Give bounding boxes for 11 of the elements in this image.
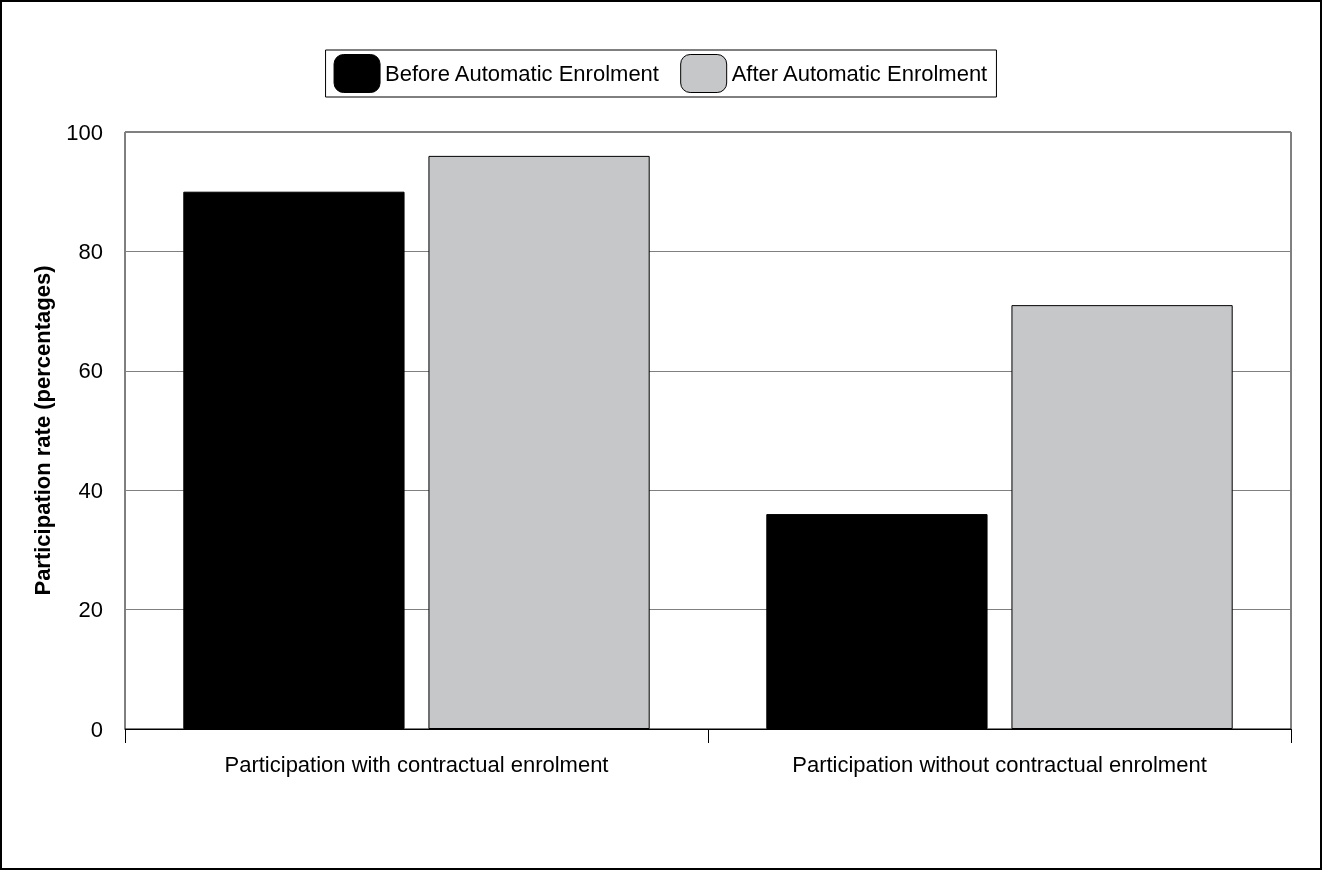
legend-label: Before Automatic Enrolment (385, 61, 659, 86)
x-tick-label: Participation without contractual enrolment (792, 751, 1207, 777)
y-tick-label: 60 (78, 358, 103, 384)
legend-label: After Automatic Enrolment (731, 61, 988, 86)
x-tick-label: Participation with contractual enrolment (224, 751, 609, 777)
y-tick-label: 40 (78, 477, 103, 503)
y-tick-label: 20 (78, 597, 103, 623)
y-tick-label: 100 (66, 119, 103, 145)
y-tick-label: 80 (78, 238, 103, 264)
y-tick-label: 0 (90, 716, 103, 742)
y-axis-title: Participation rate (percentages) (29, 265, 55, 596)
